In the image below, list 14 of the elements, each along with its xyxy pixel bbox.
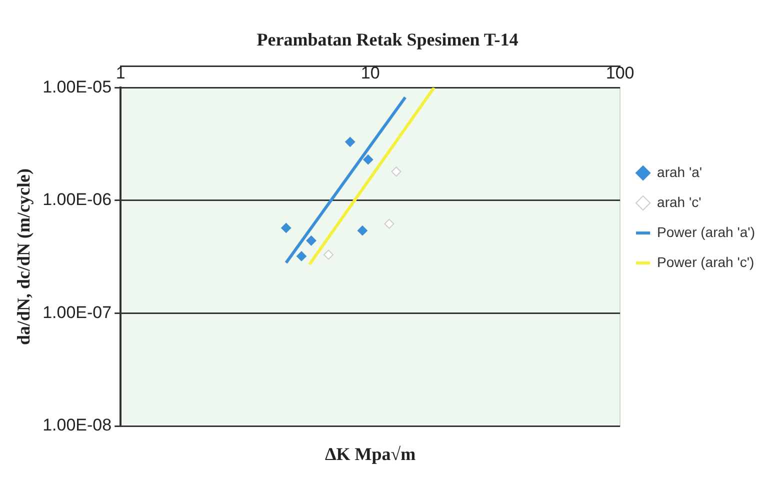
legend-label: arah 'a': [657, 164, 702, 180]
chart-title: Perambatan Retak Spesimen T-14: [256, 29, 518, 50]
y-tick-label: 1.00E-06: [42, 190, 112, 210]
legend-label: arah 'c': [657, 194, 702, 210]
y-axis-title: da/dN, dc/dN (m/cycle): [13, 168, 34, 346]
x-tick-label: 1: [116, 63, 126, 82]
x-tick-label: 100: [606, 63, 634, 82]
legend-label: Power (arah 'a'): [657, 224, 756, 240]
x-axis-title: ΔK Mpa√m: [324, 444, 416, 464]
legend-label: Power (arah 'c'): [657, 254, 754, 270]
y-tick-label: 1.00E-05: [42, 77, 112, 96]
y-tick-label: 1.00E-08: [42, 416, 112, 435]
x-tick-label: 10: [360, 63, 380, 82]
y-tick-label: 1.00E-07: [42, 302, 112, 322]
